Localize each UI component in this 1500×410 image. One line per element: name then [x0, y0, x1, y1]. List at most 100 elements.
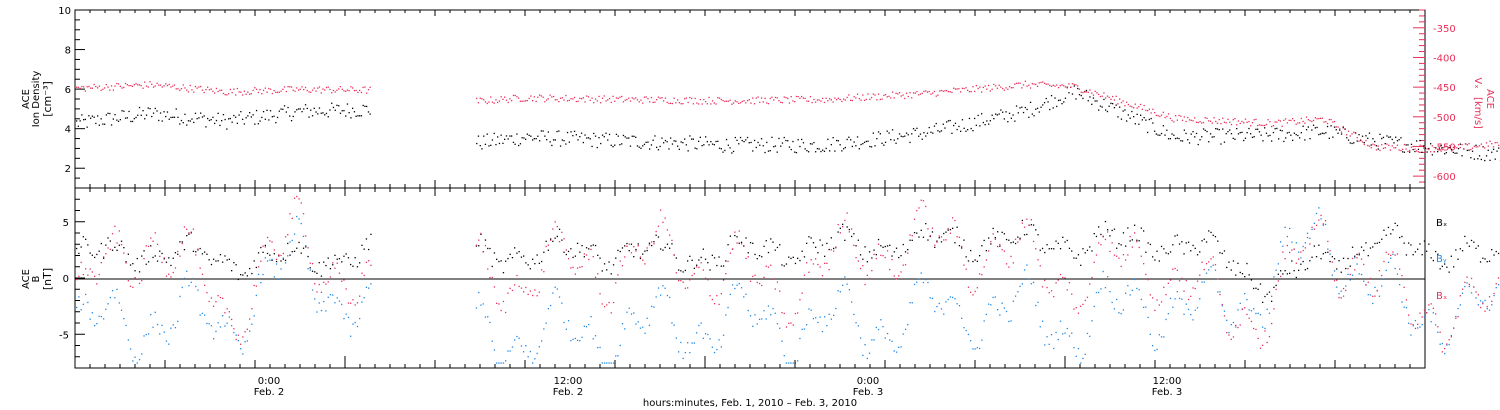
velocity-point: [1187, 116, 1189, 119]
b-point-1: [610, 362, 612, 364]
b-point-2: [1356, 257, 1358, 259]
b-point-1: [1372, 302, 1374, 305]
velocity-point: [95, 85, 97, 88]
density-point: [1361, 135, 1364, 137]
b-point-2: [1039, 265, 1041, 267]
density-point: [1305, 129, 1308, 131]
b-point-2: [85, 268, 87, 270]
density-point: [1002, 111, 1004, 113]
b-point-0: [1435, 250, 1437, 253]
b-point-2: [136, 278, 138, 280]
b-point-2: [740, 243, 743, 245]
b-point-0: [363, 248, 365, 250]
velocity-point: [166, 84, 169, 87]
velocity-point: [1279, 120, 1281, 122]
velocity-point: [1487, 145, 1489, 147]
density-point: [820, 150, 822, 153]
velocity-point: [201, 89, 204, 91]
density-point: [718, 147, 721, 149]
velocity-point: [547, 98, 549, 100]
density-point: [1211, 136, 1213, 138]
density-point: [724, 149, 726, 152]
b-point-1: [165, 340, 168, 342]
b-point-1: [240, 348, 242, 350]
b-point-0: [1111, 229, 1113, 232]
b-point-0: [601, 270, 603, 272]
velocity-point: [1423, 147, 1425, 149]
b-point-1: [812, 318, 815, 320]
b-point-2: [1169, 279, 1172, 281]
velocity-point: [1442, 148, 1444, 151]
b-point-1: [554, 286, 556, 288]
density-point: [911, 133, 913, 135]
density-point: [203, 115, 205, 117]
b-point-2: [731, 248, 734, 250]
velocity-point: [1339, 128, 1341, 130]
velocity-point: [818, 99, 820, 101]
b-point-1: [619, 344, 621, 347]
density-point: [535, 138, 537, 140]
velocity-point: [1208, 120, 1210, 122]
b-point-1: [958, 305, 961, 307]
density-point: [98, 124, 100, 126]
b-point-0: [1392, 229, 1394, 231]
velocity-point: [1094, 90, 1096, 92]
velocity-point: [745, 102, 747, 104]
b-point-0: [105, 244, 107, 246]
density-point: [338, 105, 340, 107]
b-point-0: [698, 259, 700, 261]
velocity-point: [1140, 103, 1142, 106]
density-point: [1477, 158, 1479, 160]
b-point-1: [1136, 287, 1138, 290]
density-point: [128, 110, 130, 113]
b-point-2: [952, 217, 954, 219]
b-point-1: [1187, 308, 1190, 311]
density-point: [360, 115, 363, 117]
velocity-point: [1031, 83, 1033, 85]
b-point-1: [282, 257, 284, 259]
density-point: [953, 124, 955, 127]
b-point-2: [534, 289, 536, 291]
velocity-point: [537, 96, 539, 98]
b-point-1: [922, 281, 925, 284]
b-point-1: [1257, 312, 1259, 314]
b-point-0: [859, 254, 862, 256]
b-point-2: [323, 281, 325, 283]
b-point-1: [1071, 332, 1073, 334]
velocity-point: [533, 96, 535, 98]
density-point: [1162, 125, 1164, 127]
density-point: [1412, 148, 1414, 151]
density-point: [664, 139, 667, 142]
b-point-2: [1241, 308, 1244, 310]
density-point: [1389, 136, 1392, 138]
b-point-1: [920, 272, 922, 274]
density-point: [1019, 107, 1021, 109]
b-point-0: [1187, 241, 1190, 243]
velocity-point: [1105, 97, 1107, 99]
density-point: [210, 119, 212, 121]
b-point-0: [1264, 295, 1266, 298]
density-point: [276, 116, 279, 119]
b-point-0: [844, 239, 846, 241]
density-point: [615, 133, 618, 135]
velocity-tick-label: -350: [1433, 24, 1456, 35]
b-point-2: [1210, 258, 1212, 260]
density-point: [745, 139, 747, 141]
density-point: [1220, 143, 1222, 145]
b-point-2: [720, 293, 722, 295]
b-point-1: [1282, 245, 1284, 247]
velocity-point: [1452, 146, 1454, 148]
b-point-2: [1118, 257, 1120, 259]
velocity-point: [891, 91, 894, 93]
velocity-point: [1195, 121, 1198, 123]
b-point-1: [1048, 343, 1050, 345]
velocity-point: [1475, 146, 1477, 148]
density-point: [897, 138, 899, 140]
b-point-0: [1030, 224, 1032, 226]
b-point-1: [713, 351, 716, 354]
b-point-0: [776, 246, 779, 249]
density-point: [1029, 101, 1032, 103]
velocity-point: [972, 86, 974, 88]
b-point-2: [1082, 303, 1084, 306]
b-point-1: [545, 322, 547, 324]
